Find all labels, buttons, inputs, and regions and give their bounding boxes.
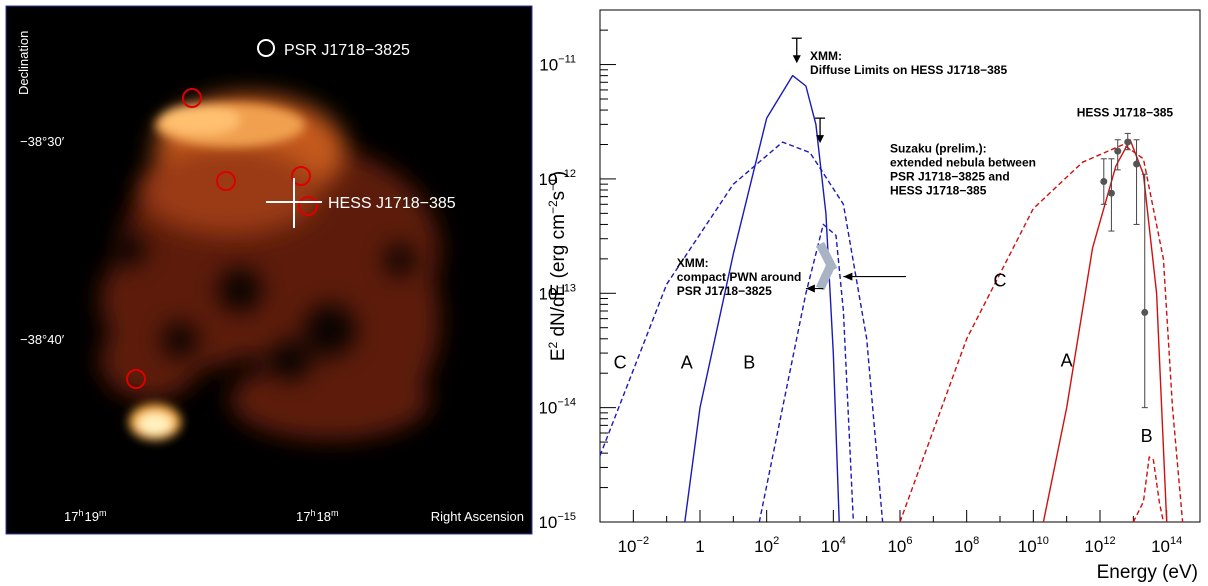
- model-curve-c-inverse-compton: [899, 143, 1184, 523]
- red-circle-marker: [126, 369, 146, 389]
- model-curve-b-inverse-compton: [1132, 456, 1165, 523]
- sed-chart: 10−2 1 102 104 106 108 1010 1012 1014 10−15 10−14 1…: [540, 9, 1201, 583]
- x-tick-label: 108: [954, 535, 979, 556]
- y-tick-label: 10−14: [540, 397, 576, 418]
- annotation-text: compact PWN around: [677, 270, 802, 284]
- curve-label: C: [614, 352, 627, 372]
- y-tick-label: 10−15: [540, 511, 576, 532]
- x-tick-label: 102: [754, 535, 779, 556]
- model-curve-a-inverse-compton: [1042, 139, 1168, 523]
- annotation-text: Diffuse Limits on HESS J1718−385: [810, 63, 1007, 77]
- sky-map: PSR J1718−3825 HESS J1718−385 Declinatio…: [5, 5, 533, 535]
- annotation-text: XMM:: [810, 49, 842, 63]
- annotation-text: XMM:: [677, 256, 709, 270]
- y-tick-label: 10−13: [540, 282, 576, 303]
- curve-label: A: [681, 352, 693, 372]
- hess-data-point: [1107, 189, 1115, 197]
- dec-tick-label: −38°40′: [20, 332, 65, 347]
- hess-data-point: [1141, 308, 1149, 316]
- model-curve-c-synchrotron: [599, 141, 884, 523]
- annotation-text: HESS J1718−385: [890, 184, 987, 198]
- dec-tick-label: −38°30′: [20, 134, 65, 149]
- x-tick-label: 10−2: [618, 535, 649, 556]
- annotation-text: PSR J1718−3825 and: [890, 170, 1010, 184]
- y-axis-title: E2 dN/dE (erg cm−2s−1): [546, 171, 569, 361]
- axes: 10−2 1 102 104 106 108 1010 1012 1014 10−15 10−14 1…: [540, 9, 1201, 556]
- ra-tick-label: 17h18m: [296, 508, 338, 524]
- curve-label: B: [1141, 426, 1153, 446]
- data-markers: [791, 37, 1149, 409]
- annotation-text: extended nebula between: [890, 156, 1036, 170]
- red-circle-marker: [291, 166, 311, 186]
- x-tick-label: 1010: [1018, 535, 1049, 556]
- suzaku-band: [815, 265, 835, 291]
- x-tick-label: 104: [821, 535, 846, 556]
- x-axis-title: Energy (eV): [1097, 562, 1198, 583]
- hess-data-point: [1133, 160, 1141, 168]
- annotation-text: HESS J1718−385: [1077, 106, 1174, 120]
- pointer-arrow-head: [805, 284, 815, 293]
- curve-label: B: [743, 352, 755, 372]
- upper-limit-arrow: [816, 135, 825, 144]
- red-circle-marker: [216, 171, 236, 191]
- pointer-arrow-head: [843, 272, 853, 281]
- y-tick-label: 10−11: [540, 54, 576, 75]
- source-label: HESS J1718−385: [328, 195, 456, 212]
- model-curve-a-synchrotron: [684, 74, 840, 523]
- hess-data-point: [1100, 177, 1108, 185]
- annotation-text: Suzaku (prelim.):: [890, 142, 987, 156]
- x-tick-label: 1: [695, 537, 704, 556]
- x-tick-label: 106: [887, 535, 912, 556]
- pulsar-label: PSR J1718−3825: [284, 42, 410, 59]
- ra-tick-label: 17h19m: [64, 508, 106, 524]
- upper-limit-arrow: [792, 55, 801, 64]
- pulsar-marker: [257, 39, 275, 57]
- curve-label: C: [994, 270, 1007, 290]
- x-tick-label: 1014: [1151, 535, 1182, 556]
- x-tick-label: 1012: [1084, 535, 1115, 556]
- y-tick-label: 10−12: [540, 168, 576, 189]
- hess-data-point: [1114, 147, 1122, 155]
- red-circle-marker: [298, 196, 318, 216]
- ra-axis-label: Right Ascension: [431, 509, 524, 524]
- declination-axis-label: Declination: [16, 31, 31, 95]
- source-markers: [126, 88, 318, 389]
- annotation-text: PSR J1718−3825: [677, 284, 772, 298]
- hess-position-cross: [266, 178, 322, 228]
- suzaku-band: [816, 241, 838, 272]
- hess-data-point: [1124, 138, 1132, 146]
- red-circle-marker: [182, 88, 202, 108]
- curve-label: A: [1061, 350, 1073, 370]
- model-curves: [599, 74, 1184, 523]
- model-curve-b-synchrotron: [758, 223, 855, 523]
